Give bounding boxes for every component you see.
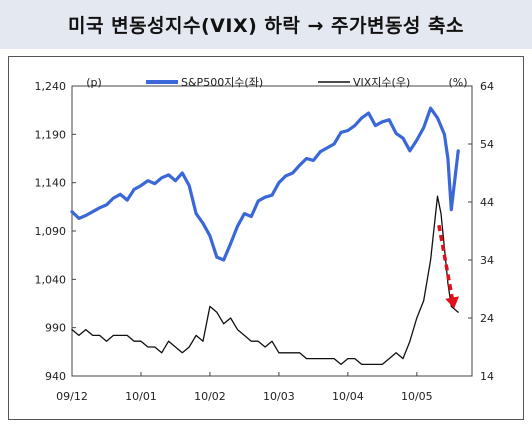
- left-tick-label: 940: [45, 370, 66, 383]
- left-tick-label: 1,240: [35, 80, 67, 93]
- x-tick-label: 10/01: [125, 390, 157, 403]
- right-tick-label: 64: [480, 80, 494, 93]
- legend-label-sp500: S&P500지수(좌): [181, 76, 263, 89]
- chart-title: 미국 변동성지수(VIX) 하락 → 주가변동성 축소: [68, 15, 464, 37]
- right-axis-unit: (%): [448, 76, 467, 89]
- sp500-line: [70, 106, 460, 262]
- right-tick-label: 24: [480, 312, 494, 325]
- x-tick-label: 10/02: [194, 390, 226, 403]
- chart-frame: [8, 56, 524, 420]
- left-tick-label: 990: [45, 322, 66, 335]
- title-bar: 미국 변동성지수(VIX) 하락 → 주가변동성 축소: [0, 0, 532, 49]
- left-tick-label: 1,190: [35, 128, 67, 141]
- left-tick-label: 1,040: [35, 273, 67, 286]
- x-tick-label: 10/03: [263, 390, 295, 403]
- x-tick-label: 09/12: [56, 390, 88, 403]
- right-tick-label: 44: [480, 196, 494, 209]
- left-tick-label: 1,090: [35, 225, 67, 238]
- right-tick-label: 34: [480, 254, 494, 267]
- vix-line: [71, 195, 459, 366]
- x-tick-label: 10/05: [401, 390, 433, 403]
- x-tick-label: 10/04: [332, 390, 364, 403]
- legend-label-vix: VIX지수(우): [353, 76, 410, 89]
- left-axis-unit: (p): [86, 76, 102, 89]
- down-arrow-shaft: [437, 224, 455, 301]
- down-arrow-head: [445, 296, 460, 309]
- left-tick-label: 1,140: [35, 177, 67, 190]
- right-tick-label: 14: [480, 370, 494, 383]
- right-tick-label: 54: [480, 138, 494, 151]
